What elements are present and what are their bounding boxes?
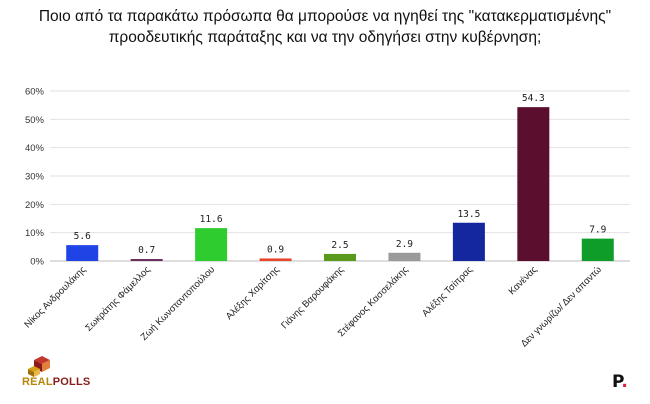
x-tick-label: Σωκράτης Φάμελλος: [83, 264, 153, 334]
realpolls-logo-icon: [28, 356, 50, 377]
data-label: 0.9: [267, 244, 284, 255]
y-tick-label: 30%: [25, 172, 45, 183]
y-tick-label: 50%: [25, 115, 45, 126]
y-tick-label: 40%: [25, 143, 45, 154]
bar: [581, 238, 614, 261]
y-tick-label: 60%: [25, 87, 45, 98]
bar: [66, 245, 99, 261]
bar: [195, 228, 228, 261]
data-label: 0.7: [138, 245, 155, 256]
x-tick-label: Κανένας: [507, 264, 540, 297]
data-label: 11.6: [200, 214, 223, 225]
data-label: 54.3: [522, 93, 545, 104]
bar: [259, 258, 292, 261]
bar: [517, 107, 550, 262]
data-label: 2.9: [396, 239, 413, 250]
x-tick-label: Ζωή Κωνσταντοπούλου: [139, 264, 217, 342]
data-label: 2.5: [331, 240, 348, 251]
y-tick-label: 20%: [25, 200, 45, 211]
x-tick-label: Αλέξης Χαρίτσης: [224, 264, 282, 322]
y-tick-label: 10%: [25, 228, 45, 239]
x-tick-label: Στέφανος Κασσελάκης: [336, 264, 411, 339]
realpolls-logo: REALPOLLS: [22, 376, 90, 388]
publisher-logo-dot: .: [621, 372, 628, 392]
realpolls-logo-polls: POLLS: [52, 376, 91, 388]
chart-title-line-2: προοδευτικής παράταξης και να την οδηγήσ…: [108, 29, 542, 46]
x-tick-label: Αλέξης Τσίπρας: [420, 264, 475, 319]
y-tick-label: 0%: [30, 257, 44, 268]
realpolls-logo-real: REAL: [22, 376, 53, 388]
data-label: 5.6: [74, 231, 91, 242]
bar: [130, 259, 163, 261]
bar: [388, 252, 421, 261]
x-tick-label: Νίκος Ανδρουλάκης: [22, 264, 88, 330]
chart-title: Ποιο από τα παρακάτω πρόσωπα θα μπορούσε…: [0, 6, 650, 48]
data-label: 7.9: [589, 225, 606, 236]
bar: [452, 222, 485, 261]
publisher-logo: P.: [612, 372, 628, 392]
bar: [324, 253, 356, 261]
data-label: 13.5: [457, 209, 480, 220]
publisher-logo-letter: P: [612, 372, 622, 392]
chart-title-line-1: Ποιο από τα παρακάτω πρόσωπα θα μπορούσε…: [38, 8, 612, 25]
x-tick-label: Γιάνης Βαρουφάκης: [279, 264, 346, 331]
